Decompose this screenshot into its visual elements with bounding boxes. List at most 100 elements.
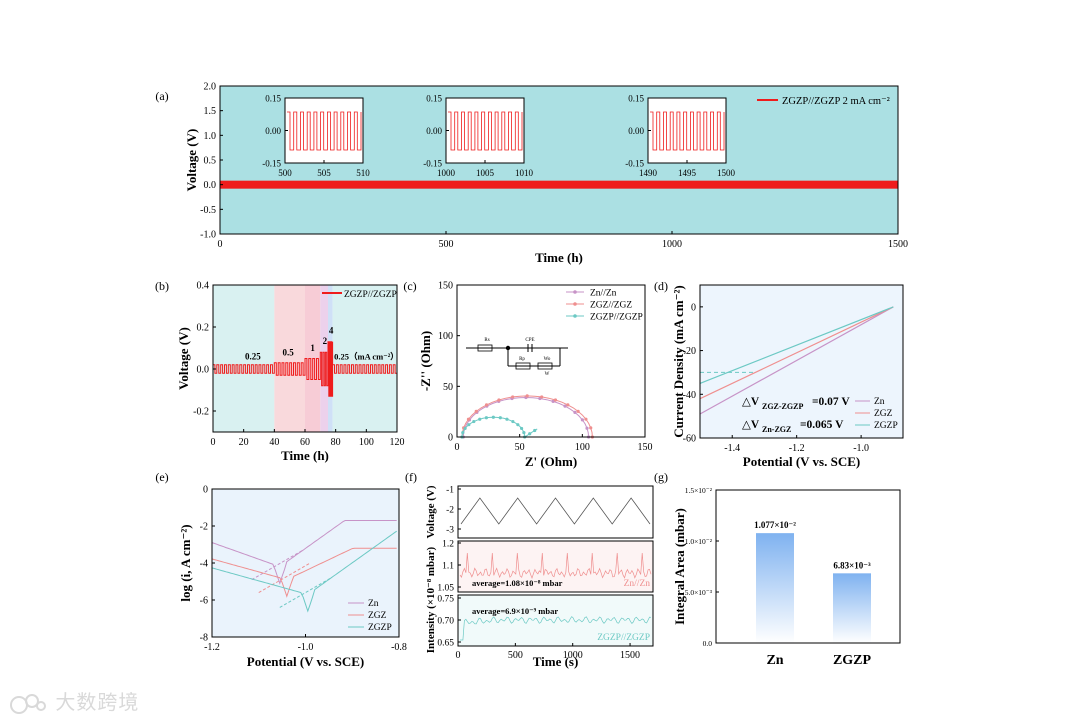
panel-c-y-label: 100 [438,331,453,342]
panel-d-x-label: -1.0 [853,443,869,454]
panel-c-circuit-label: Wo [544,357,551,362]
panel-d-annotation: ZGZ-ZGZP [762,402,803,411]
panel-a-y-label: -0.5 [200,205,216,216]
panel-f-voltage-y-label: -1 [446,486,454,496]
panel-b-y-label: 0.2 [197,323,210,334]
panel-g-bar-value-label: 1.077×10⁻² [754,520,796,530]
panel-c-x-label: 50 [515,442,525,453]
panel-f-zn-legend: Zn//Zn [624,579,651,589]
panel-d-background [700,285,903,438]
panel-b-rate-label: 1 [310,343,315,353]
panel-e-label: (e) [155,470,168,484]
panel-a-x-label: 0 [218,239,223,250]
panel-a-inset-1-x-label: 505 [317,168,331,178]
panel-c-data-point [573,410,577,414]
panel-b-rate-label: 4 [329,325,334,335]
panel-c-ylabel: -Z'' (Ohm) [418,331,433,391]
panel-a-legend: ZGZP//ZGZP 2 mA cm⁻² [782,96,890,107]
panel-c-data-point [466,417,471,421]
panel-c-circuit-wo [537,362,553,370]
panel-d-y-label: -60 [683,434,696,445]
panel-e-y-label: -6 [200,596,208,607]
panel-a-y-label: 2.0 [204,82,217,93]
panel-b-x-label: 80 [331,437,341,448]
panel-d-x-label: -1.4 [724,443,740,454]
panel-c-data-point [461,431,465,435]
panel-c-frame [456,284,646,438]
panel-c-label: (c) [403,279,416,293]
panel-f-xlabel: Time (s) [533,654,579,669]
panel-b-rate-label: 2 [323,336,328,346]
panel-f-zn-y-label: 1.05 [437,584,454,594]
panel-c-data-point [478,417,482,421]
panel-c-zgz-zgz-curve [461,395,593,438]
panel-e-zgzp-curve [211,530,397,613]
panel-d-xlabel: Potential (V vs. SCE) [743,454,860,469]
panel-c-data-point [522,431,526,435]
panel-a-inset-1-x-label: 500 [278,168,292,178]
panel-e-x-label: -1.2 [204,642,220,653]
panel-e-legend-label: Zn [368,599,379,609]
panel-c-legend-marker [573,314,577,318]
panel-b-rate-region [274,285,305,432]
panel-c-data-point [498,416,502,420]
panel-c-circuit-label: W [545,372,550,377]
panel-d-legend-label: Zn [874,397,885,407]
panel-a-ylabel: Voltage (V) [184,129,199,192]
panel-a-inset-1-y-label: 0.15 [265,94,281,104]
panel-a-x-label: 1500 [888,239,908,250]
panel-c-data-point [511,419,515,424]
panel-g-y-label: 1.0×10⁻² [685,537,713,546]
panel-b-y-label: -0.2 [193,407,209,418]
watermark-text: 大数跨境 [55,690,140,714]
panel-c-x-label: 0 [455,442,460,453]
panel-a-inset-3-x-label: 1495 [678,168,697,178]
panel-f-x-label: 1500 [620,650,640,661]
panel-g-label: (g) [654,470,668,484]
panel-e-y-label: -4 [200,559,208,570]
panel-g-bar-zn [756,533,794,643]
panel-c-data-point [484,416,488,420]
panel-e-zn-curve [211,520,397,585]
panel-a-inset-2-y-label: -0.15 [423,159,442,169]
panel-c-data-point [497,398,501,402]
panel-f-zn-trace [459,552,652,580]
panel-a-inset-2-y-label: 0.00 [426,126,442,136]
panel-a-inset-3-y-label: 0.15 [628,94,644,104]
panel-c-data-point [511,395,515,399]
panel-c-data-point [525,394,529,398]
panel-d-ylabel: Current Density (mA cm⁻²) [671,285,686,437]
panel-c-legend-label: ZGZ//ZGZ [590,301,632,311]
panel-g-category-label: ZGZP [833,653,872,668]
panel-b-rate-label: 0.25 [245,352,261,362]
panel-c-y-label: 150 [438,281,453,292]
panel-a-inset-2-y-label: 0.15 [426,94,442,104]
panel-b-label: (b) [155,279,169,293]
panel-c-data-point [467,423,471,427]
panel-c-y-label: 0 [448,433,453,444]
panel-e-legend-label: ZGZP [368,623,392,633]
panel-f-voltage-y-label: -2 [446,506,454,516]
panel-f-voltage-frame [457,485,654,539]
panel-c-legend-label: ZGZP//ZGZP [590,313,643,323]
panel-f-zn-background [458,541,653,592]
panel-a-y-label: 0.5 [204,156,217,167]
panel-d-y-label: -20 [683,346,696,357]
panel-e-zgz-curve [211,547,397,598]
panel-b-x-label: 100 [359,437,374,448]
panel-e-legend-label: ZGZ [368,611,387,621]
panel-c-data-point [533,428,537,433]
panel-g-category-label: Zn [766,653,783,668]
panel-b-rate-region [213,285,275,432]
panel-c-data-point [585,426,589,430]
panel-f-voltage-trace [460,497,651,525]
panel-c-data-point [463,426,467,431]
panel-g-y-label: 0.0 [703,639,713,648]
panel-c-circuit-rs [477,344,493,352]
panel-d-zgzp-curve [699,306,894,384]
panel-a-inset-3-x-label: 1500 [717,168,736,178]
panel-b-x-label: 20 [239,437,249,448]
panel-f-zgzp-average: average=6.9×10⁻⁹ mbar [472,606,558,616]
panel-f-zn-y-label: 1.1 [442,562,454,572]
